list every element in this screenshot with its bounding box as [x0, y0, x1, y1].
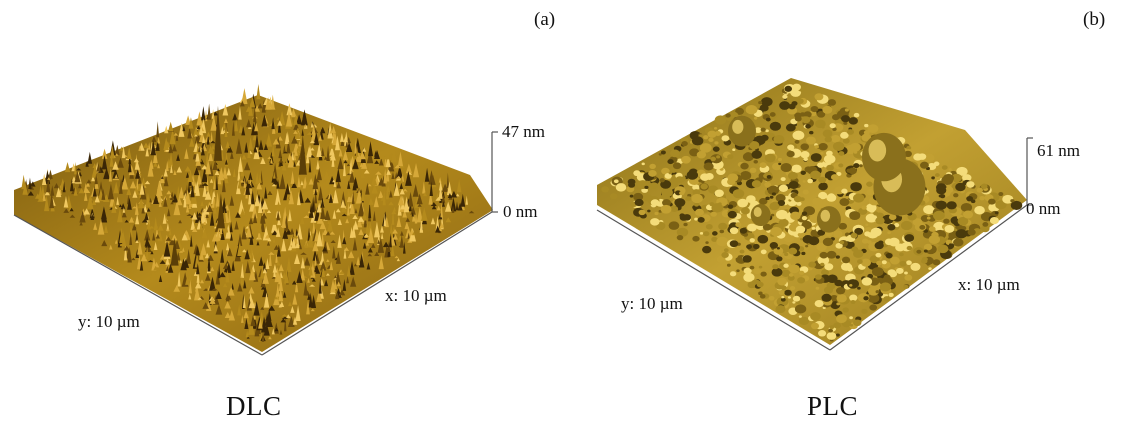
x-axis-line [829, 204, 1028, 351]
y-axis-label: y: 10 µm [621, 294, 683, 313]
axes [13, 131, 498, 356]
y-axis-line [596, 209, 831, 351]
x-axis-label: x: 10 µm [958, 275, 1020, 294]
panel-tag: (b) [1083, 9, 1106, 30]
y-axis-label: y: 10 µm [78, 312, 140, 331]
z-min-label: 0 nm [503, 202, 538, 221]
panel-tag: (a) [534, 9, 556, 30]
axes [596, 137, 1033, 351]
surface-base [14, 95, 493, 352]
panel-caption: PLC [807, 391, 859, 421]
z-max-label: 61 nm [1037, 141, 1080, 160]
surface-texture [21, 84, 475, 342]
z-max-label: 47 nm [502, 122, 545, 141]
x-axis-label: x: 10 µm [385, 286, 447, 305]
afm-panel-plc: (b) 61 nm 0 nm x: 10 µm y: 10 µm PLC [565, 0, 1126, 421]
z-min-label: 0 nm [1026, 199, 1061, 218]
afm-3d-surface-dlc [13, 84, 498, 356]
afm-3d-surface-plc [596, 78, 1033, 351]
afm-panel-dlc: (a) 47 nm 0 nm x: 10 µm y: 10 µm DLC [13, 9, 556, 421]
surface-texture [601, 83, 1023, 342]
panel-caption: DLC [226, 391, 282, 421]
x-axis-line [261, 211, 493, 356]
y-axis-line [13, 214, 263, 356]
